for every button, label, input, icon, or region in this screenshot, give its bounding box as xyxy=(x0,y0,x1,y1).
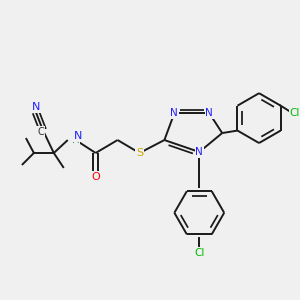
Text: C: C xyxy=(38,127,44,137)
Text: N: N xyxy=(195,147,203,157)
Text: H: H xyxy=(72,135,80,145)
Text: S: S xyxy=(136,148,143,158)
Text: Cl: Cl xyxy=(194,248,205,258)
Text: N: N xyxy=(74,131,82,141)
Text: N: N xyxy=(206,108,213,118)
Text: N: N xyxy=(170,108,178,118)
Text: Cl: Cl xyxy=(290,108,300,118)
Text: O: O xyxy=(91,172,100,182)
Text: N: N xyxy=(32,102,40,112)
